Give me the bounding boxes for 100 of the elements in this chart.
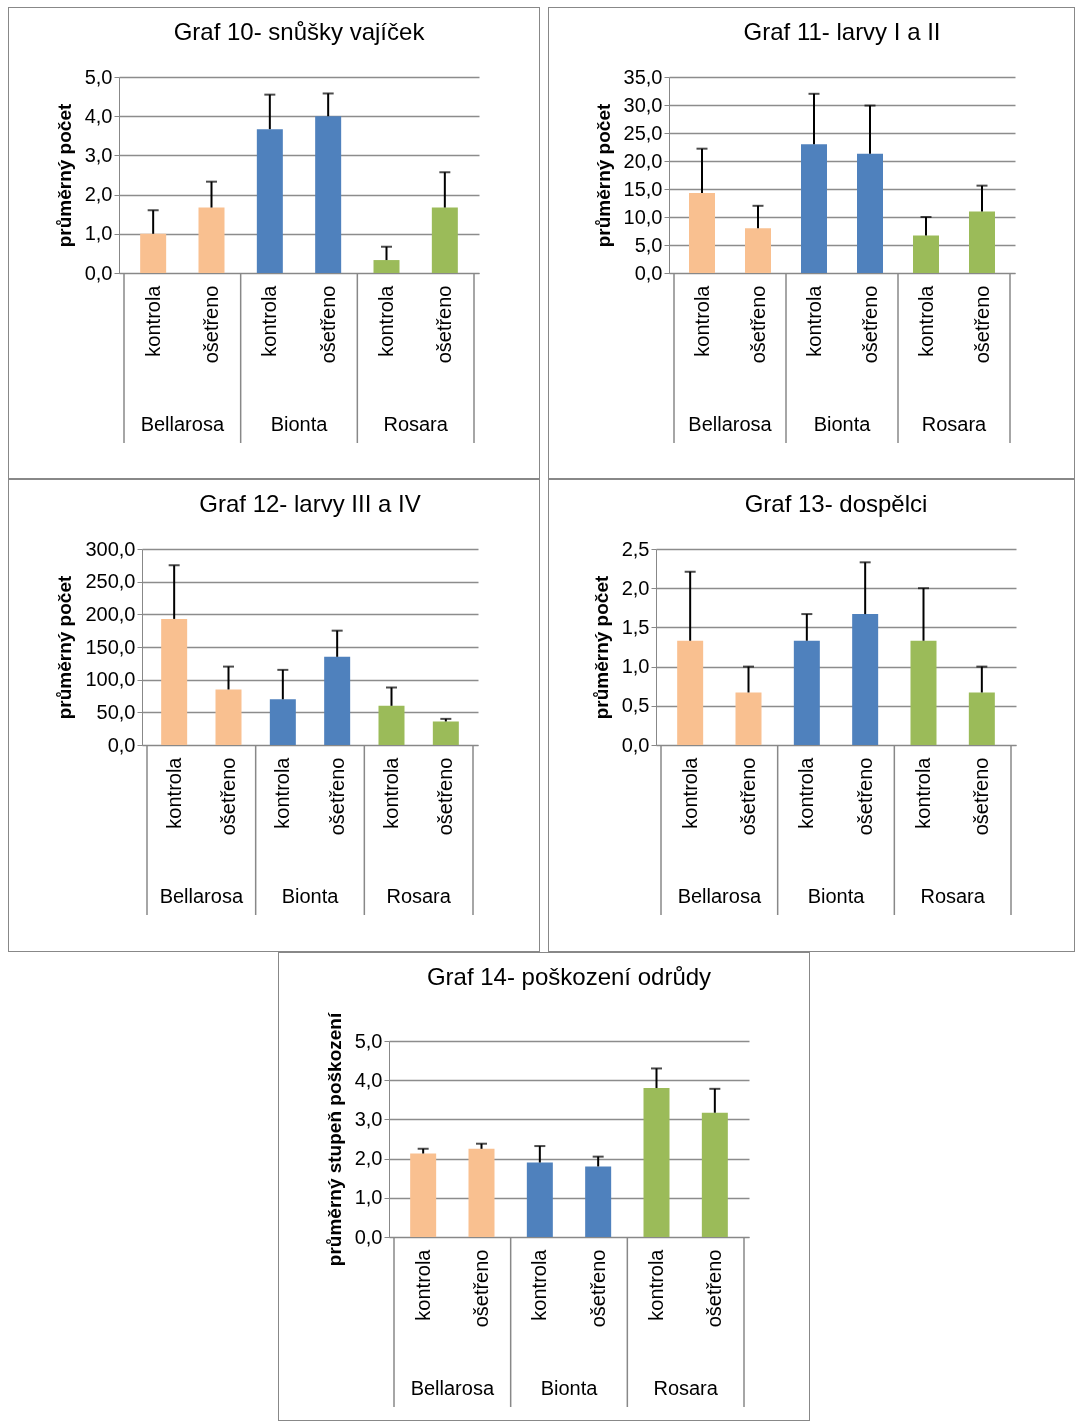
text: Bellarosa bbox=[410, 1377, 495, 1399]
text: Bellarosa bbox=[687, 413, 773, 435]
y-tick-label: 4,0 bbox=[354, 1068, 382, 1091]
y-tick-label: 30,0 bbox=[623, 93, 662, 116]
y-tick-label: 2,0 bbox=[621, 576, 650, 599]
bar bbox=[584, 1166, 611, 1237]
y-tick-label: 1,5 bbox=[621, 615, 650, 638]
bar bbox=[378, 705, 405, 745]
y-tick-label: 5,0 bbox=[84, 65, 112, 88]
x-tick-label: kontrola bbox=[912, 756, 934, 829]
y-tick-label: 300,0 bbox=[85, 537, 136, 560]
bar bbox=[910, 640, 937, 745]
bar bbox=[314, 116, 341, 273]
text: Bellarosa bbox=[677, 885, 762, 907]
bar bbox=[643, 1088, 669, 1237]
x-tick-label: kontrola bbox=[527, 1248, 550, 1321]
text: Rosara bbox=[920, 885, 986, 907]
text: Bellarosa bbox=[140, 413, 225, 435]
x-tick-label: ošetřeno bbox=[469, 1249, 492, 1328]
y-tick-label: 50,0 bbox=[96, 700, 136, 723]
y-tick-label: 250,0 bbox=[85, 570, 136, 593]
text: Rosara bbox=[382, 413, 449, 435]
chart-title: Graf 13- dospělci bbox=[744, 490, 928, 517]
x-tick-label: kontrola bbox=[380, 756, 402, 829]
text: Bellarosa bbox=[159, 885, 244, 907]
x-tick-label: kontrola bbox=[644, 1248, 667, 1321]
text: Bionta bbox=[813, 413, 871, 435]
y-axis-title: průměrný počet bbox=[592, 103, 614, 248]
bar bbox=[215, 689, 242, 745]
x-tick-label: ošetřeno bbox=[737, 757, 759, 836]
y-tick-label: 0,0 bbox=[354, 1225, 382, 1248]
y-tick-label: 1,0 bbox=[84, 222, 112, 245]
y-tick-label: 2,0 bbox=[84, 183, 112, 206]
x-tick-label: kontrola bbox=[411, 1248, 434, 1321]
bar bbox=[856, 153, 883, 273]
bar bbox=[793, 640, 820, 745]
text: Rosara bbox=[386, 885, 452, 907]
text: Bionta bbox=[540, 1377, 598, 1399]
bar bbox=[431, 207, 458, 273]
text: Rosara bbox=[652, 1377, 719, 1399]
chart-title: Graf 12- larvy III a IV bbox=[199, 490, 421, 517]
bar bbox=[526, 1162, 553, 1237]
x-tick-label: ošetřeno bbox=[434, 757, 457, 836]
y-tick-label: 100,0 bbox=[85, 668, 136, 691]
x-tick-label: kontrola bbox=[141, 284, 164, 357]
bar bbox=[735, 692, 762, 745]
chart-title: Graf 14- poškození odrůdy bbox=[426, 963, 711, 991]
bar bbox=[256, 129, 283, 273]
x-tick-label: ošetřeno bbox=[853, 757, 876, 836]
x-tick-label: ošetřeno bbox=[199, 285, 222, 364]
bar bbox=[269, 699, 296, 745]
x-tick-label: ošetřeno bbox=[702, 1249, 725, 1328]
y-tick-label: 5,0 bbox=[354, 1029, 382, 1052]
bar bbox=[968, 211, 995, 273]
x-tick-label: kontrola bbox=[257, 284, 280, 357]
x-tick-label: ošetřeno bbox=[746, 285, 768, 364]
chart-title: Graf 11- larvy I a II bbox=[743, 18, 940, 45]
x-tick-label: ošetřeno bbox=[858, 285, 880, 364]
text: Bionta bbox=[270, 413, 328, 435]
text: Rosara bbox=[921, 413, 987, 435]
y-tick-label: 0,0 bbox=[107, 733, 136, 756]
y-axis-title: průměrný stupeň poškození bbox=[323, 1012, 345, 1267]
text: Bionta bbox=[807, 885, 866, 907]
bar bbox=[852, 614, 879, 745]
x-tick-label: kontrola bbox=[271, 756, 294, 829]
x-tick-label: ošetřeno bbox=[970, 757, 993, 836]
bar bbox=[744, 228, 771, 273]
bar bbox=[468, 1148, 494, 1237]
y-tick-label: 2,5 bbox=[621, 537, 650, 560]
x-tick-label: kontrola bbox=[678, 756, 701, 829]
y-tick-label: 200,0 bbox=[85, 602, 136, 625]
y-tick-label: 1,0 bbox=[354, 1186, 382, 1209]
x-tick-label: kontrola bbox=[690, 284, 712, 357]
y-tick-label: 1,0 bbox=[621, 655, 650, 678]
y-tick-label: 10,0 bbox=[623, 205, 662, 228]
bar bbox=[701, 1112, 728, 1237]
y-tick-label: 150,0 bbox=[85, 635, 136, 658]
y-tick-label: 3,0 bbox=[84, 143, 112, 166]
y-tick-label: 0,0 bbox=[621, 733, 650, 756]
y-axis-title: průměrný počet bbox=[54, 575, 76, 720]
text: Bionta bbox=[281, 885, 340, 907]
y-axis-title: průměrný počet bbox=[53, 103, 75, 248]
y-tick-label: 0,5 bbox=[621, 694, 650, 717]
y-tick-label: 35,0 bbox=[623, 65, 662, 88]
bar bbox=[324, 656, 351, 745]
x-tick-label: ošetřeno bbox=[325, 757, 348, 836]
x-tick-label: kontrola bbox=[802, 284, 824, 357]
y-axis-title: průměrný počet bbox=[590, 575, 612, 720]
y-tick-label: 2,0 bbox=[354, 1147, 382, 1170]
x-tick-label: kontrola bbox=[914, 284, 936, 357]
bar bbox=[161, 618, 188, 745]
x-tick-label: ošetřeno bbox=[316, 285, 339, 364]
bar bbox=[432, 721, 459, 745]
y-tick-label: 3,0 bbox=[354, 1107, 382, 1130]
x-tick-label: kontrola bbox=[162, 756, 185, 829]
x-tick-label: ošetřeno bbox=[970, 285, 992, 364]
y-tick-label: 0,0 bbox=[634, 261, 662, 284]
x-tick-label: ošetřeno bbox=[432, 285, 455, 364]
bar bbox=[198, 207, 224, 273]
y-tick-label: 0,0 bbox=[84, 261, 112, 284]
